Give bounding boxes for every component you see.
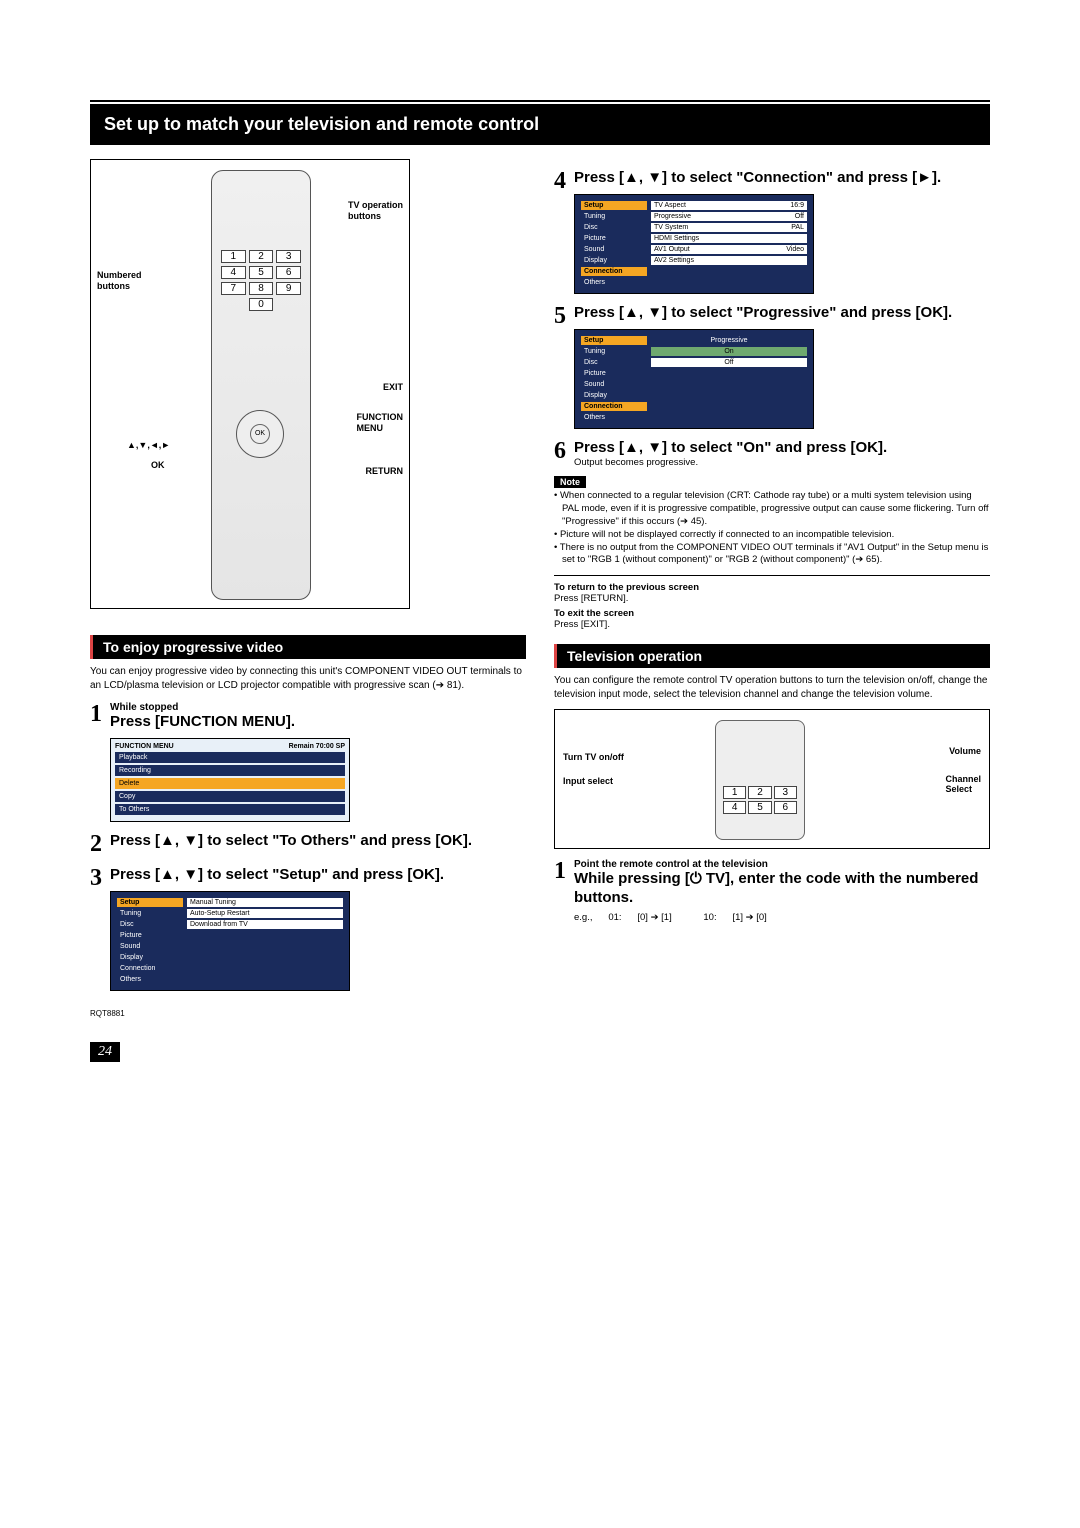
- step4-title: Press [▲, ▼] to select "Connection" and …: [574, 169, 990, 188]
- step-1: 1 While stopped Press [FUNCTION MENU]. F…: [90, 702, 526, 822]
- step-6: 6 Press [▲, ▼] to select "On" and press …: [554, 439, 990, 469]
- left-column: 123 456 789 0 TV operation buttons Numbe…: [90, 159, 526, 991]
- label-numbered: Numbered buttons: [97, 270, 142, 292]
- return-exit-b: Press [EXIT].: [554, 619, 610, 630]
- setup-screen: Setup Tuning Disc Picture Sound Display …: [110, 891, 350, 991]
- tv-op-intro: You can configure the remote control TV …: [554, 674, 990, 701]
- tv-step1-title: While pressing [⏻ TV], enter the code wi…: [574, 870, 990, 908]
- step6-sub: Output becomes progressive.: [574, 457, 990, 468]
- label-function-menu: FUNCTION MENU: [357, 412, 404, 434]
- step6-title: Press [▲, ▼] to select "On" and press [O…: [574, 439, 990, 458]
- step5-title: Press [▲, ▼] to select "Progressive" and…: [574, 304, 990, 323]
- section-tv-op: Television operation: [554, 644, 990, 668]
- return-exit-h: To exit the screen: [554, 608, 634, 619]
- page-number: 24: [90, 1042, 120, 1062]
- page-title: Set up to match your television and remo…: [90, 104, 990, 145]
- step3-title: Press [▲, ▼] to select "Setup" and press…: [110, 866, 526, 885]
- section-progressive: To enjoy progressive video: [90, 635, 526, 659]
- tv-remote-diagram: 123 456 Turn TV on/off Input select Volu…: [554, 709, 990, 849]
- doc-code: RQT8881: [90, 1009, 990, 1018]
- step2-title: Press [▲, ▼] to select "To Others" and p…: [110, 832, 526, 851]
- tv-step-1: 1 Point the remote control at the televi…: [554, 859, 990, 923]
- right-column: 4 Press [▲, ▼] to select "Connection" an…: [554, 159, 990, 991]
- nav-circle: [236, 410, 284, 458]
- note-list: When connected to a regular television (…: [554, 490, 990, 567]
- label-ok: OK: [151, 460, 165, 471]
- function-menu-screen: FUNCTION MENU Remain 70:00 SP Playback R…: [110, 738, 350, 822]
- step1-title: Press [FUNCTION MENU].: [110, 713, 526, 732]
- remote-diagram: 123 456 789 0 TV operation buttons Numbe…: [90, 159, 410, 609]
- label-exit: EXIT: [383, 382, 403, 393]
- numpad: 123 456 789 0: [221, 250, 301, 311]
- progressive-intro: You can enjoy progressive video by conne…: [90, 665, 526, 692]
- step-4: 4 Press [▲, ▼] to select "Connection" an…: [554, 169, 990, 294]
- label-nav-arrows: ▲,▼,◄,►: [127, 440, 170, 451]
- note-badge: Note: [554, 476, 586, 488]
- tv-step1-lead: Point the remote control at the televisi…: [574, 859, 990, 870]
- step-5: 5 Press [▲, ▼] to select "Progressive" a…: [554, 304, 990, 429]
- progressive-screen: Setup Tuning Disc Picture Sound Display …: [574, 329, 814, 429]
- step1-lead: While stopped: [110, 702, 526, 713]
- return-prev-b: Press [RETURN].: [554, 593, 628, 604]
- step-3: 3 Press [▲, ▼] to select "Setup" and pre…: [90, 866, 526, 991]
- step-2: 2 Press [▲, ▼] to select "To Others" and…: [90, 832, 526, 856]
- tv-step1-example: e.g., 01: [0] ➔ [1] 10: [1] ➔ [0]: [574, 912, 990, 923]
- label-tv-op: TV operation buttons: [348, 200, 403, 222]
- connection-screen: Setup Tuning Disc Picture Sound Display …: [574, 194, 814, 294]
- return-prev-h: To return to the previous screen: [554, 582, 699, 593]
- label-return: RETURN: [366, 466, 404, 477]
